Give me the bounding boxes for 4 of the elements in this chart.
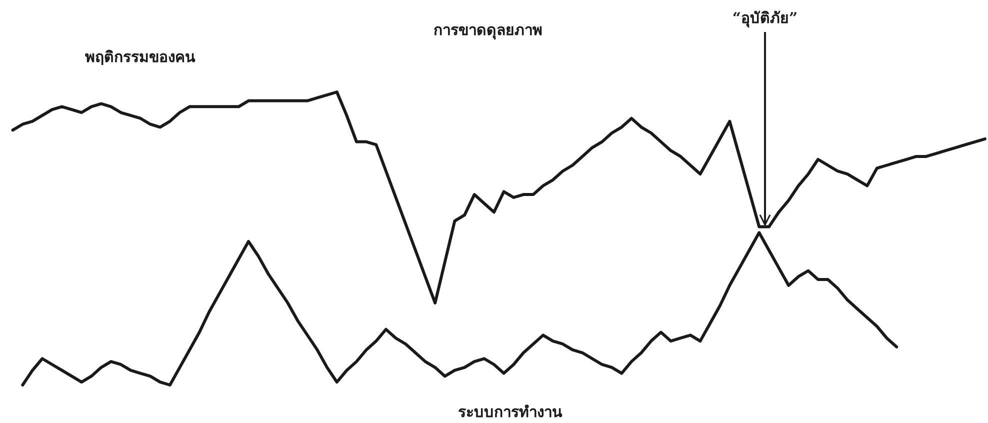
text: การขาดดุลยภาพ: [434, 20, 542, 42]
text: พฤติกรรมของคน: [85, 47, 195, 68]
annotation: “อุบัติภัย”: [732, 8, 798, 30]
series-label: ระบบการทำงาน: [458, 402, 562, 423]
